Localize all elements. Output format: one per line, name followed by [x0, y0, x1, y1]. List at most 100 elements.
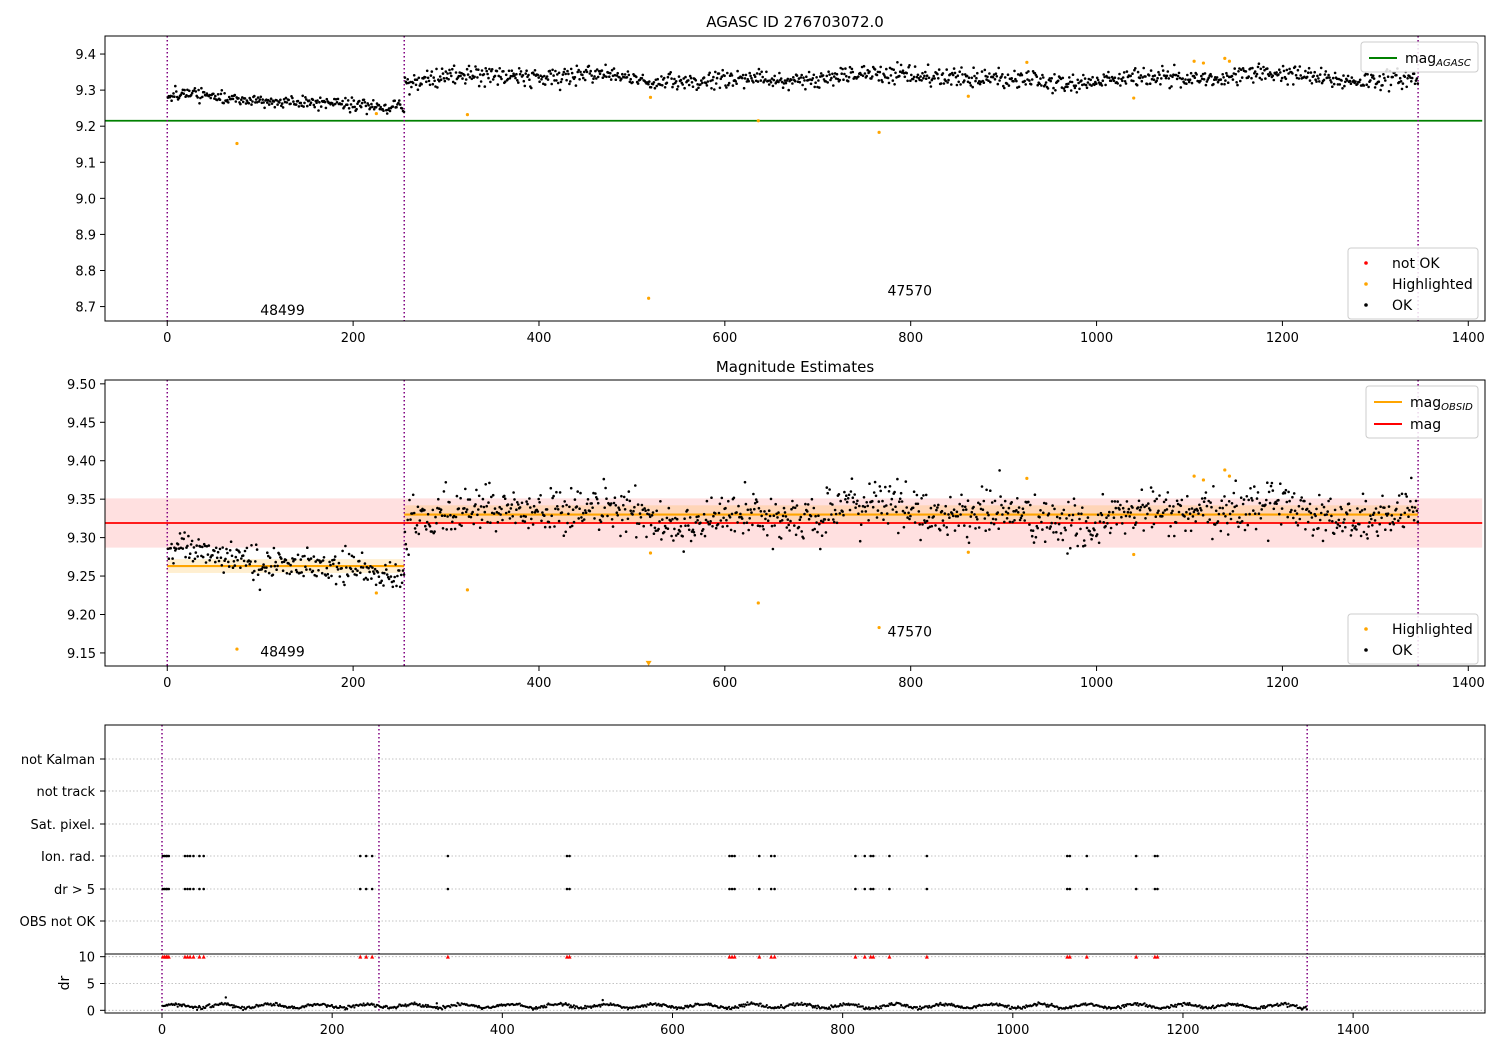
ok-point [1010, 77, 1013, 80]
ok-point [304, 565, 307, 569]
ok-point [1207, 76, 1210, 80]
ok-point [212, 92, 215, 96]
ok-point [1134, 521, 1138, 524]
ok-point [967, 76, 971, 79]
ok-point [1170, 511, 1173, 515]
ok-point [451, 67, 454, 71]
ok-point [745, 521, 749, 524]
ok-point [828, 488, 831, 491]
ok-point [771, 84, 775, 88]
ok-point [348, 110, 352, 114]
ok-point [445, 528, 449, 531]
ok-point [758, 524, 762, 528]
ok-point [854, 506, 857, 510]
ok-point [303, 554, 306, 558]
ok-point [1281, 64, 1285, 68]
ok-point [385, 112, 389, 115]
ok-point [598, 72, 602, 76]
ok-point [794, 533, 798, 537]
ok-point [250, 544, 253, 547]
ok-point [1128, 515, 1131, 518]
ok-point [1055, 515, 1059, 519]
ok-point [1111, 510, 1115, 514]
ok-point [798, 518, 802, 521]
ok-point [845, 500, 849, 504]
ok-point [886, 522, 890, 525]
ok-point [341, 549, 344, 553]
ok-point [391, 105, 395, 108]
ok-point [1237, 70, 1240, 73]
ok-point [742, 521, 746, 525]
ok-point [450, 74, 453, 78]
ok-point [981, 508, 985, 512]
dr-capped-marker [757, 954, 762, 959]
dr-point [757, 1004, 760, 1007]
ok-point [437, 497, 440, 501]
ok-point [984, 529, 987, 532]
ok-point [486, 72, 489, 76]
ok-point [1074, 84, 1078, 87]
ok-point [1358, 510, 1362, 514]
ok-point [1144, 75, 1147, 78]
ok-point [302, 105, 305, 108]
ok-point [1173, 63, 1176, 67]
ok-point [1102, 73, 1105, 76]
ok-point [377, 575, 381, 578]
ok-point [1102, 521, 1105, 524]
dr-point [418, 1003, 421, 1006]
ok-point [1123, 80, 1127, 83]
ok-point [937, 503, 940, 507]
ok-point [826, 491, 829, 495]
ok-point [284, 558, 288, 562]
ok-point [199, 96, 202, 100]
dr-point [199, 1006, 202, 1009]
ok-point [1267, 490, 1271, 494]
ok-point [768, 514, 772, 518]
ok-point [1048, 527, 1052, 530]
y-tick-label: 9.15 [67, 647, 96, 662]
dr-point [657, 1002, 660, 1006]
ok-point [406, 518, 410, 522]
ok-point [383, 571, 386, 575]
ok-point [1216, 520, 1220, 523]
dr-point [435, 1002, 439, 1005]
ok-point [1389, 528, 1393, 532]
ok-point [1305, 75, 1309, 79]
ok-point [873, 480, 877, 484]
ok-point [804, 502, 807, 506]
flag-point [757, 887, 761, 891]
ok-point [538, 501, 541, 504]
ok-point [1378, 522, 1381, 526]
ok-point [1294, 73, 1298, 77]
ok-point [431, 82, 435, 86]
ok-point [1415, 77, 1419, 80]
ok-point [1108, 531, 1112, 535]
highlighted-point [1201, 478, 1206, 482]
ok-point [537, 76, 540, 79]
ok-point [1327, 73, 1330, 77]
ok-point [912, 75, 916, 79]
ok-point [617, 506, 620, 510]
ok-point [478, 73, 482, 76]
ok-point [1221, 73, 1224, 76]
ok-point [706, 80, 710, 83]
ok-point [1310, 82, 1314, 85]
ok-point [1139, 505, 1143, 509]
ok-point [908, 64, 911, 67]
ok-point [1015, 79, 1018, 83]
ok-point [1013, 69, 1016, 73]
ok-point [694, 521, 698, 524]
ok-point [1322, 505, 1326, 509]
ok-point [1075, 91, 1079, 94]
ok-point [1236, 520, 1239, 524]
dr-point [204, 1006, 207, 1010]
ok-point [757, 506, 761, 510]
ok-point [628, 499, 632, 503]
dr-point [743, 1005, 746, 1008]
ok-point [201, 95, 204, 99]
dr-point [241, 1005, 244, 1008]
ok-point [478, 526, 482, 529]
ok-point [213, 549, 216, 553]
ok-point [1141, 503, 1144, 507]
ok-point [1125, 70, 1129, 73]
